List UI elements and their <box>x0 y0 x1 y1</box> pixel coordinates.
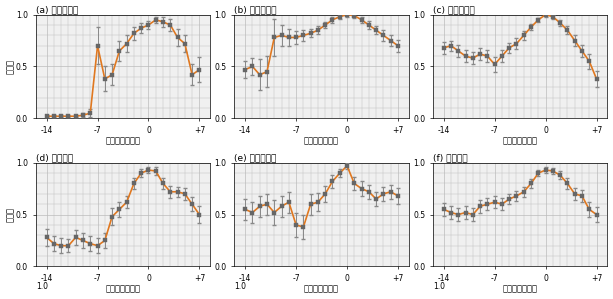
Text: (e) 南インド洋: (e) 南インド洋 <box>234 154 276 163</box>
Y-axis label: 捕捉率: 捕捉率 <box>6 207 15 222</box>
X-axis label: 経過時間（日）: 経過時間（日） <box>503 284 538 293</box>
Text: (c) 北東太平洋: (c) 北東太平洋 <box>433 6 474 15</box>
Text: (a) 北インド洋: (a) 北インド洋 <box>36 6 78 15</box>
Y-axis label: 捕捉率: 捕捉率 <box>6 59 15 74</box>
X-axis label: 経過時間（日）: 経過時間（日） <box>304 136 339 145</box>
Text: 1.0: 1.0 <box>433 282 445 291</box>
Text: (d) 北大西洋: (d) 北大西洋 <box>36 154 73 163</box>
X-axis label: 経過時間（日）: 経過時間（日） <box>304 284 339 293</box>
X-axis label: 経過時間（日）: 経過時間（日） <box>105 136 140 145</box>
Text: 1.0: 1.0 <box>36 282 48 291</box>
Text: (b) 北西太平洋: (b) 北西太平洋 <box>234 6 276 15</box>
Text: (f) 南太平洋: (f) 南太平洋 <box>433 154 468 163</box>
X-axis label: 経過時間（日）: 経過時間（日） <box>105 284 140 293</box>
X-axis label: 経過時間（日）: 経過時間（日） <box>503 136 538 145</box>
Text: 1.0: 1.0 <box>234 282 246 291</box>
